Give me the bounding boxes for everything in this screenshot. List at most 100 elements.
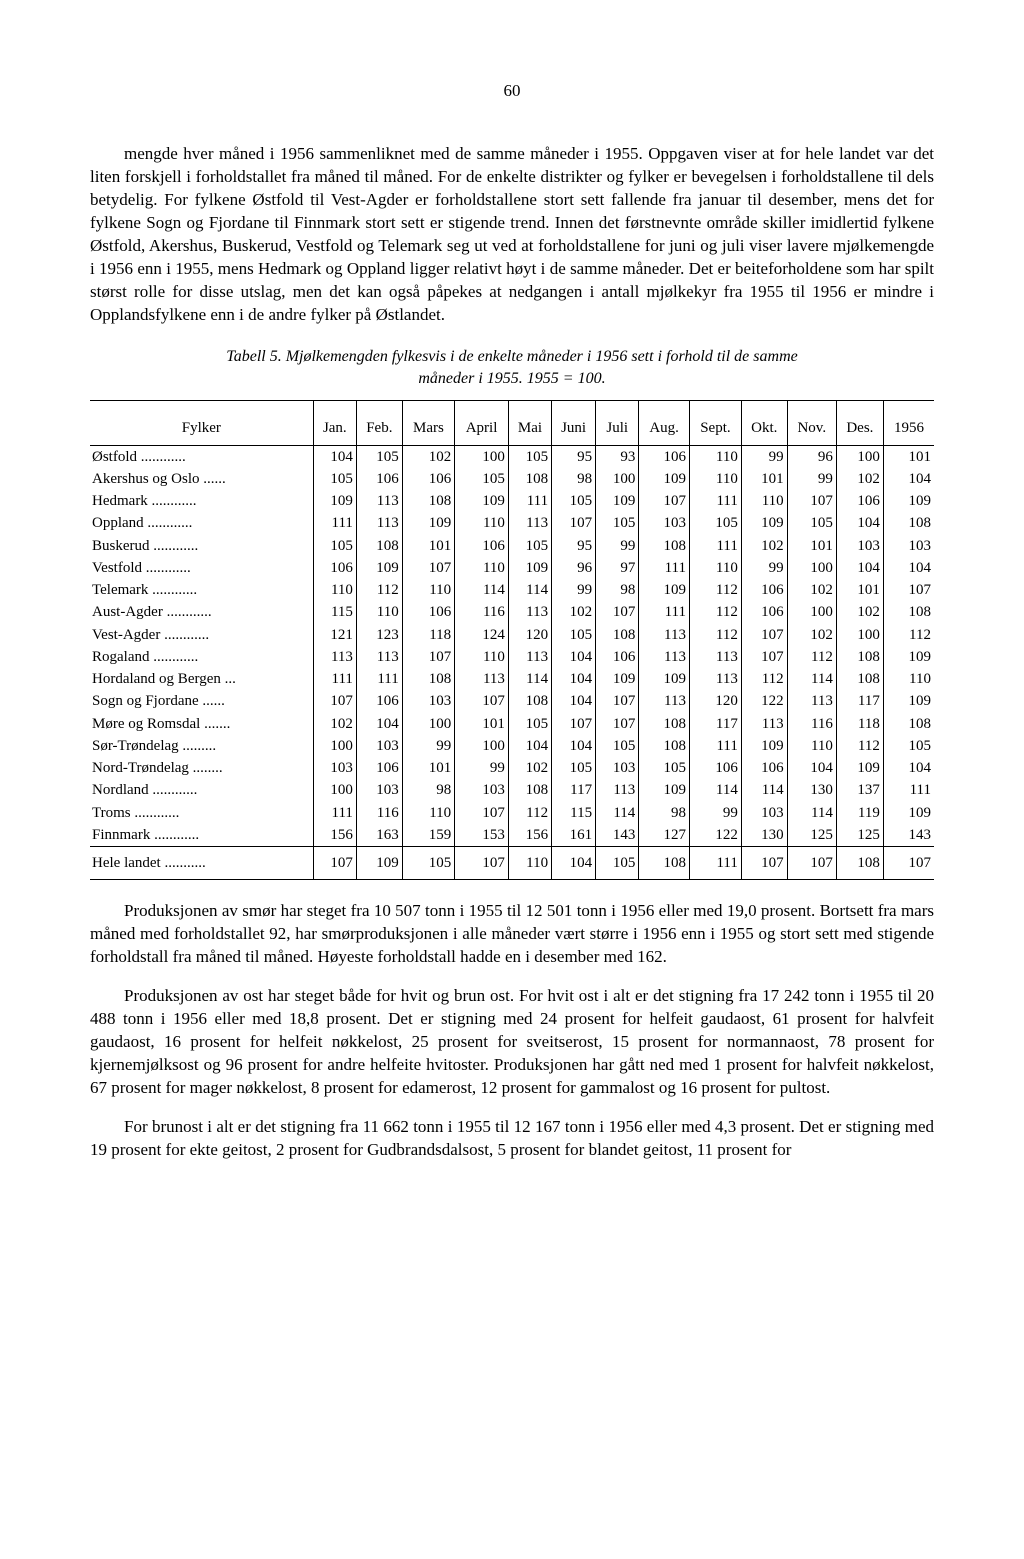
column-header: Des. — [836, 400, 883, 445]
table-row: Nord-Trøndelag ........10310610199102105… — [90, 757, 934, 779]
value-cell: 111 — [313, 512, 356, 534]
value-cell: 109 — [836, 757, 883, 779]
value-cell: 106 — [402, 468, 454, 490]
value-cell: 108 — [356, 535, 402, 557]
data-table: FylkerJan.Feb.MarsAprilMaiJuniJuliAug.Se… — [90, 400, 934, 881]
value-cell: 113 — [639, 624, 690, 646]
value-cell: 113 — [313, 646, 356, 668]
value-cell: 99 — [596, 535, 639, 557]
value-cell: 101 — [741, 468, 787, 490]
value-cell: 105 — [787, 512, 836, 534]
page-number: 60 — [90, 80, 934, 103]
value-cell: 108 — [639, 735, 690, 757]
value-cell: 108 — [639, 847, 690, 880]
county-cell: Rogaland ............ — [90, 646, 313, 668]
paragraph-1: mengde hver måned i 1956 sammenliknet me… — [90, 143, 934, 327]
value-cell: 110 — [402, 579, 454, 601]
value-cell: 98 — [402, 779, 454, 801]
value-cell: 106 — [639, 445, 690, 468]
value-cell: 107 — [402, 557, 454, 579]
value-cell: 153 — [455, 824, 509, 847]
caption-line-b: måneder i 1955. 1955 = 100. — [418, 370, 605, 387]
value-cell: 102 — [836, 601, 883, 623]
value-cell: 111 — [689, 847, 741, 880]
value-cell: 112 — [356, 579, 402, 601]
value-cell: 115 — [313, 601, 356, 623]
value-cell: 106 — [455, 535, 509, 557]
value-cell: 107 — [639, 490, 690, 512]
value-cell: 108 — [596, 624, 639, 646]
value-cell: 104 — [552, 690, 596, 712]
value-cell: 115 — [552, 802, 596, 824]
value-cell: 111 — [313, 802, 356, 824]
value-cell: 110 — [455, 646, 509, 668]
county-cell: Sør-Trøndelag ......... — [90, 735, 313, 757]
table-row: Møre og Romsdal .......10210410010110510… — [90, 713, 934, 735]
value-cell: 114 — [741, 779, 787, 801]
value-cell: 106 — [356, 690, 402, 712]
value-cell: 100 — [313, 779, 356, 801]
value-cell: 124 — [455, 624, 509, 646]
value-cell: 104 — [883, 557, 934, 579]
county-cell: Aust-Agder ............ — [90, 601, 313, 623]
value-cell: 101 — [883, 445, 934, 468]
table-row: Sogn og Fjordane ......10710610310710810… — [90, 690, 934, 712]
value-cell: 104 — [313, 445, 356, 468]
table-row: Aust-Agder ............11511010611611310… — [90, 601, 934, 623]
value-cell: 107 — [455, 690, 509, 712]
column-header: Jan. — [313, 400, 356, 445]
value-cell: 100 — [402, 713, 454, 735]
value-cell: 109 — [508, 557, 551, 579]
value-cell: 113 — [356, 490, 402, 512]
county-cell: Buskerud ............ — [90, 535, 313, 557]
value-cell: 118 — [836, 713, 883, 735]
value-cell: 116 — [455, 601, 509, 623]
value-cell: 98 — [596, 579, 639, 601]
value-cell: 113 — [508, 601, 551, 623]
value-cell: 107 — [787, 847, 836, 880]
county-cell: Vest-Agder ............ — [90, 624, 313, 646]
value-cell: 105 — [455, 468, 509, 490]
table-row: Sør-Trøndelag .........10010399100104104… — [90, 735, 934, 757]
value-cell: 108 — [883, 601, 934, 623]
value-cell: 98 — [639, 802, 690, 824]
paragraph-4: For brunost i alt er det stigning fra 11… — [90, 1116, 934, 1162]
value-cell: 107 — [596, 690, 639, 712]
value-cell: 107 — [552, 713, 596, 735]
value-cell: 103 — [883, 535, 934, 557]
value-cell: 103 — [356, 779, 402, 801]
value-cell: 105 — [313, 468, 356, 490]
value-cell: 108 — [836, 668, 883, 690]
value-cell: 123 — [356, 624, 402, 646]
value-cell: 107 — [313, 847, 356, 880]
value-cell: 103 — [639, 512, 690, 534]
value-cell: 95 — [552, 535, 596, 557]
column-header: Juni — [552, 400, 596, 445]
value-cell: 109 — [356, 557, 402, 579]
value-cell: 109 — [313, 490, 356, 512]
table-row: Buskerud ............1051081011061059599… — [90, 535, 934, 557]
value-cell: 113 — [689, 646, 741, 668]
county-cell: Hordaland og Bergen ... — [90, 668, 313, 690]
value-cell: 109 — [883, 690, 934, 712]
value-cell: 106 — [402, 601, 454, 623]
value-cell: 156 — [313, 824, 356, 847]
value-cell: 106 — [741, 601, 787, 623]
value-cell: 113 — [689, 668, 741, 690]
value-cell: 110 — [883, 668, 934, 690]
value-cell: 100 — [313, 735, 356, 757]
table-row: Telemark ............1101121101141149998… — [90, 579, 934, 601]
value-cell: 99 — [689, 802, 741, 824]
value-cell: 109 — [741, 735, 787, 757]
value-cell: 114 — [689, 779, 741, 801]
value-cell: 104 — [552, 668, 596, 690]
column-header: Okt. — [741, 400, 787, 445]
county-cell: Hedmark ............ — [90, 490, 313, 512]
table-caption: Tabell 5. Mjølkemengden fylkesvis i de e… — [90, 346, 934, 389]
value-cell: 118 — [402, 624, 454, 646]
value-cell: 106 — [836, 490, 883, 512]
value-cell: 117 — [836, 690, 883, 712]
value-cell: 112 — [689, 601, 741, 623]
value-cell: 97 — [596, 557, 639, 579]
value-cell: 109 — [596, 668, 639, 690]
